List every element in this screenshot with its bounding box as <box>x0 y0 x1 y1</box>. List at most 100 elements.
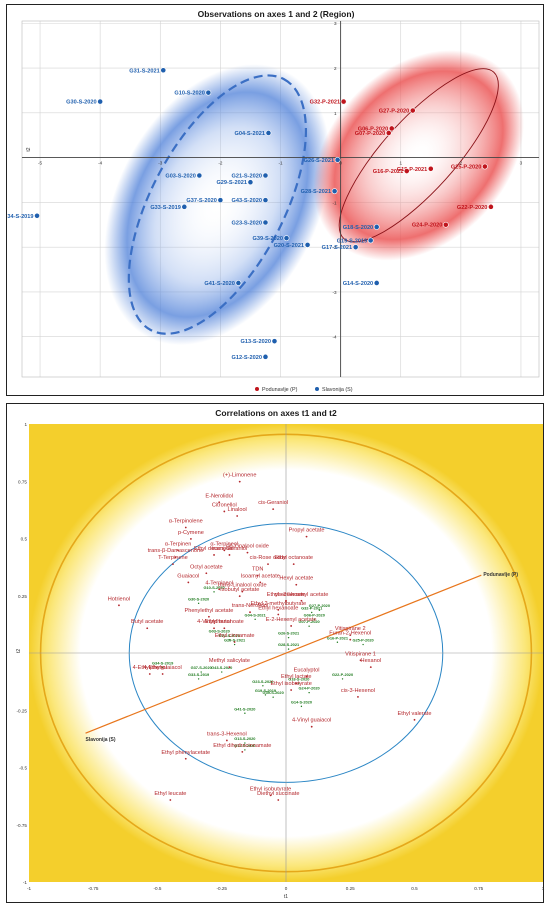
variable-label: trans-Linalool oxide <box>218 583 267 589</box>
sample-point <box>161 666 164 669</box>
data-point <box>481 163 488 170</box>
y-tick-label: 0.75 <box>18 479 27 484</box>
point-label: G26-S-2021 <box>304 158 334 164</box>
point-label: G18-S-2020 <box>343 225 373 231</box>
sample-label: G34-S-2019 <box>152 660 174 665</box>
variable-label: Ethyl hexanoate <box>258 605 298 611</box>
y-tick-label: -0.25 <box>17 708 28 713</box>
x-tick-label: 0.25 <box>346 886 355 891</box>
slavonija-region-glow <box>104 64 331 346</box>
sample-point <box>262 685 264 687</box>
x-tick-label: 0 <box>339 161 342 166</box>
x-tick-label: 0.75 <box>474 886 483 891</box>
legend-label-podunavlje: Podunavlje (P) <box>262 387 298 393</box>
data-point <box>409 107 416 114</box>
variable-point <box>184 526 187 529</box>
variable-label: TDN <box>252 567 264 573</box>
variable-point <box>146 627 149 630</box>
x-tick-label: 1 <box>542 886 545 891</box>
data-point <box>403 168 410 174</box>
variable-label: Isobutyl acetate <box>220 587 259 593</box>
variable-point <box>277 613 280 616</box>
legend-marker-podunavlje <box>255 387 259 391</box>
correlations-chart: Correlations on axes t1 and t2 -1 -0.75 -0.… <box>16 408 545 900</box>
sample-label: G13-S-2020 <box>234 736 255 741</box>
point-label: G23-S-2020 <box>231 221 261 227</box>
variable-point <box>369 666 372 669</box>
variable-label: Guaiacol <box>177 573 199 579</box>
point-label: G29-S-2021 <box>216 180 246 186</box>
variable-point <box>300 599 303 602</box>
sample-point <box>244 749 246 751</box>
variable-label: E-2-Hexenyl acetate <box>266 617 317 623</box>
data-point <box>247 179 254 186</box>
variable-label: cis-Rose oxide <box>250 555 287 561</box>
y-tick-label: -0.5 <box>19 766 27 771</box>
point-label: G07-P-2020 <box>355 131 385 137</box>
point-label: G24-P-2020 <box>412 223 442 229</box>
y-tick-label: 1 <box>24 422 27 427</box>
x-tick-label: 2 <box>460 161 463 166</box>
data-point <box>304 241 311 248</box>
observations-chart: Observations on axes 1 and 2 (Region) -5 -… <box>7 9 540 393</box>
variable-label: Propyl acetate <box>289 528 325 534</box>
sample-point <box>233 643 236 646</box>
variable-label: Ethyl isobutyrate <box>250 786 291 792</box>
variable-label: Citronellol <box>212 502 237 508</box>
x-tick-label: -4 <box>98 161 103 166</box>
y-tick-label: 0.25 <box>18 594 27 599</box>
variable-label: α-Terpinolene <box>169 518 203 524</box>
point-label: G10-S-2020 <box>174 91 204 97</box>
variable-point <box>169 799 172 801</box>
point-label: G41-S-2020 <box>204 281 234 287</box>
observations-panel: Observations on axes 1 and 2 (Region) -5 -… <box>6 4 544 396</box>
variable-point <box>349 638 352 641</box>
sample-label: G21-S-2020 <box>219 633 240 638</box>
sample-point <box>272 696 274 698</box>
variable-point <box>161 673 164 675</box>
data-point <box>262 172 269 179</box>
sample-point <box>244 712 246 714</box>
variable-label: α-Terpineol <box>210 541 238 547</box>
point-label: G27-P-2020 <box>379 109 409 115</box>
data-point <box>427 165 434 172</box>
sample-point <box>313 618 315 621</box>
point-label: G31-S-2021 <box>129 68 159 74</box>
variable-label: 4-Ethylphenol <box>133 665 167 671</box>
variable-label: Eucalyptol <box>294 667 320 673</box>
sample-label: G30-S-2020 <box>188 596 209 601</box>
x-tick-label: -0.75 <box>88 886 99 891</box>
variable-point <box>292 563 295 566</box>
variable-point <box>177 549 179 552</box>
data-point <box>97 98 104 105</box>
sample-label: G29-S-2021 <box>224 638 246 643</box>
sample-point <box>308 625 310 627</box>
variable-point <box>269 794 272 797</box>
variable-label: Ethyl phenylacetate <box>161 750 210 756</box>
sample-label: G06-P-2020 <box>304 612 325 617</box>
legend-label-slavonija: Slavonija (S) <box>322 387 353 393</box>
sample-point <box>254 618 256 621</box>
chart-title: Correlations on axes t1 and t2 <box>215 408 337 418</box>
x-tick-label: -2 <box>218 161 223 166</box>
data-point <box>34 212 40 219</box>
variable-point <box>184 757 187 760</box>
y-tick-label: -1 <box>333 200 338 205</box>
data-point <box>488 203 494 210</box>
point-label: G37-S-2020 <box>186 198 216 204</box>
point-label: G33-S-2019 <box>150 205 180 211</box>
variable-label: p-Cymene <box>178 530 204 536</box>
sample-label: G32-P-2021 <box>301 605 323 610</box>
variable-point <box>249 611 251 614</box>
variable-point <box>357 696 359 698</box>
variable-label: α-Terpinen <box>165 541 192 547</box>
y-tick-label: 2 <box>334 66 337 71</box>
variable-label: Furan-2-Hexenol <box>329 631 371 637</box>
variable-point <box>272 508 275 511</box>
sample-label: G33-S-2019 <box>188 672 210 677</box>
region-label-slavonija: Slavonija (S) <box>86 737 116 743</box>
x-tick-label: -1 <box>27 886 32 891</box>
variable-label: Ethyl decanoate <box>194 546 234 552</box>
legend-marker-slavonija <box>315 387 319 391</box>
point-label: G39-S-2020 <box>253 236 283 242</box>
